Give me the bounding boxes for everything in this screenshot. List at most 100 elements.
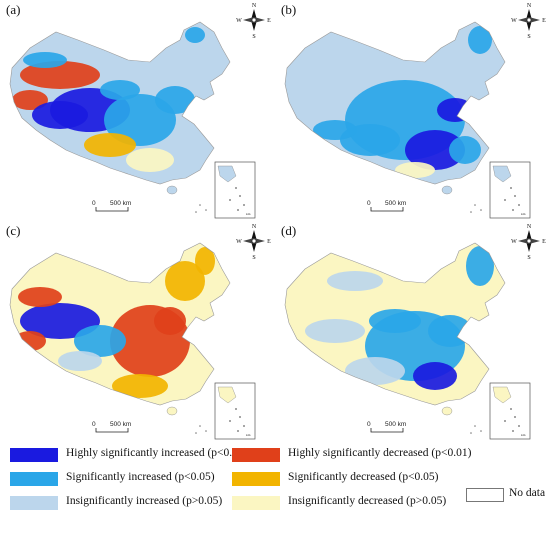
legend-label-5: Insignificantly decreased (p>0.05): [288, 495, 447, 507]
map-outline-d: [284, 242, 506, 406]
legend-label-0: Highly significantly increased (p<0.01): [66, 447, 248, 459]
svg-text:500 km: 500 km: [385, 421, 406, 428]
legend-label-3: Significantly decreased (p<0.05): [288, 471, 439, 483]
legend-swatch-2: [10, 472, 58, 486]
inset-scale-label-c: km: [246, 433, 251, 437]
inset-scale-label-b: km: [521, 212, 526, 216]
svg-text:E: E: [542, 239, 546, 245]
map-region-a-0: [20, 61, 100, 89]
map-region-a-1: [12, 90, 48, 110]
map-region-a-9: [23, 52, 67, 68]
svg-text:N: N: [252, 3, 257, 9]
map-region-b-4: [468, 26, 492, 54]
svg-text:E: E: [542, 18, 546, 24]
svg-text:E: E: [267, 18, 271, 24]
scale-bar-d: 0 500 km: [367, 421, 406, 433]
map-region-a-8: [185, 27, 205, 43]
compass-c: N S E W: [236, 224, 271, 261]
map-region-b-6: [395, 162, 435, 178]
inset-scale-label-a: km: [246, 212, 251, 216]
svg-text:S: S: [527, 34, 530, 40]
map-region-c-6: [195, 247, 215, 275]
map-c: km 0 500 km N S E W: [9, 224, 271, 440]
map-region-c-2: [20, 303, 100, 339]
map-region-d-3: [345, 357, 405, 385]
map-outline-b: [284, 21, 506, 185]
map-region-d-2: [466, 246, 494, 286]
map-region-c-7: [112, 374, 168, 398]
legend-label-nodata: No data: [509, 487, 546, 499]
svg-text:0: 0: [367, 200, 371, 207]
svg-text:E: E: [267, 239, 271, 245]
map-region-b-1: [405, 130, 465, 170]
legend-label-1: Highly significantly decreased (p<0.01): [288, 447, 472, 459]
island-c: [166, 406, 178, 416]
svg-text:N: N: [527, 224, 532, 230]
map-region-c-3: [18, 287, 62, 307]
svg-text:0: 0: [92, 200, 96, 207]
compass-a: N S E W: [236, 3, 271, 40]
inset-map-c: km: [214, 382, 256, 440]
map-region-c-1: [154, 307, 186, 335]
svg-text:N: N: [252, 224, 257, 230]
map-region-d-4: [305, 319, 365, 343]
svg-text:S: S: [252, 255, 255, 261]
map-region-d-6: [369, 309, 421, 333]
svg-text:500 km: 500 km: [385, 200, 406, 207]
legend-label-2: Significantly increased (p<0.05): [66, 471, 215, 483]
map-region-c-9: [14, 331, 46, 351]
svg-text:W: W: [236, 18, 242, 24]
island-d: [441, 406, 453, 416]
map-region-d-7: [327, 271, 383, 291]
map-legend: Highly significantly increased (p<0.01) …: [0, 440, 550, 538]
map-region-d-1: [428, 315, 472, 347]
svg-text:W: W: [511, 18, 517, 24]
inset-scale-label-d: km: [521, 433, 526, 437]
svg-text:500 km: 500 km: [110, 200, 131, 207]
panel-label-b: (b): [281, 2, 297, 17]
map-a: km 0 500 km N S E W: [9, 3, 271, 219]
legend-swatch-4: [10, 496, 58, 510]
map-region-a-5: [155, 86, 195, 114]
legend-label-4: Insignificantly increased (p>0.05): [66, 495, 223, 507]
map-fill-b: [285, 22, 505, 184]
svg-text:0: 0: [367, 421, 371, 428]
island-a: [166, 185, 178, 195]
svg-text:W: W: [511, 239, 517, 245]
map-panel-c: km 0 500 km N S E W (c): [0, 221, 275, 442]
svg-text:500 km: 500 km: [110, 421, 131, 428]
map-region-a-6: [126, 148, 174, 172]
island-b: [441, 185, 453, 195]
inset-map-d: km: [489, 382, 531, 440]
legend-swatch-5: [232, 496, 280, 510]
map-fill-a: [10, 22, 230, 184]
map-outline-c: [9, 242, 231, 406]
map-region-a-7: [84, 133, 136, 157]
map-d: km 0 500 km N S E W: [284, 224, 546, 440]
map-region-c-8: [58, 351, 102, 371]
map-panel-a: km 0 500 km N S E W (a): [0, 0, 275, 221]
scale-bar-a: 0 500 km: [92, 200, 131, 212]
svg-text:S: S: [252, 34, 255, 40]
map-region-b-5: [313, 120, 357, 140]
map-region-c-5: [165, 261, 205, 301]
map-fill-d: [285, 243, 505, 405]
scale-bar-c: 0 500 km: [92, 421, 131, 433]
compass-b: N S E W: [511, 3, 546, 40]
svg-text:S: S: [527, 255, 530, 261]
map-region-a-10: [100, 80, 140, 100]
panel-label-a: (a): [6, 2, 21, 17]
inset-map-a: km: [214, 161, 256, 219]
compass-d: N S E W: [511, 224, 546, 261]
svg-text:N: N: [527, 3, 532, 9]
map-region-b-7: [449, 136, 481, 164]
map-b: km 0 500 km N S E W: [284, 3, 546, 219]
inset-map-b: km: [489, 161, 531, 219]
map-panel-b: km 0 500 km N S E W (b): [275, 0, 550, 221]
map-region-b-3: [437, 98, 473, 122]
panel-label-d: (d): [281, 223, 297, 238]
map-fill-c: [10, 243, 230, 405]
legend-swatch-nodata: [466, 488, 504, 502]
panel-label-c: (c): [6, 223, 21, 238]
legend-swatch-1: [232, 448, 280, 462]
